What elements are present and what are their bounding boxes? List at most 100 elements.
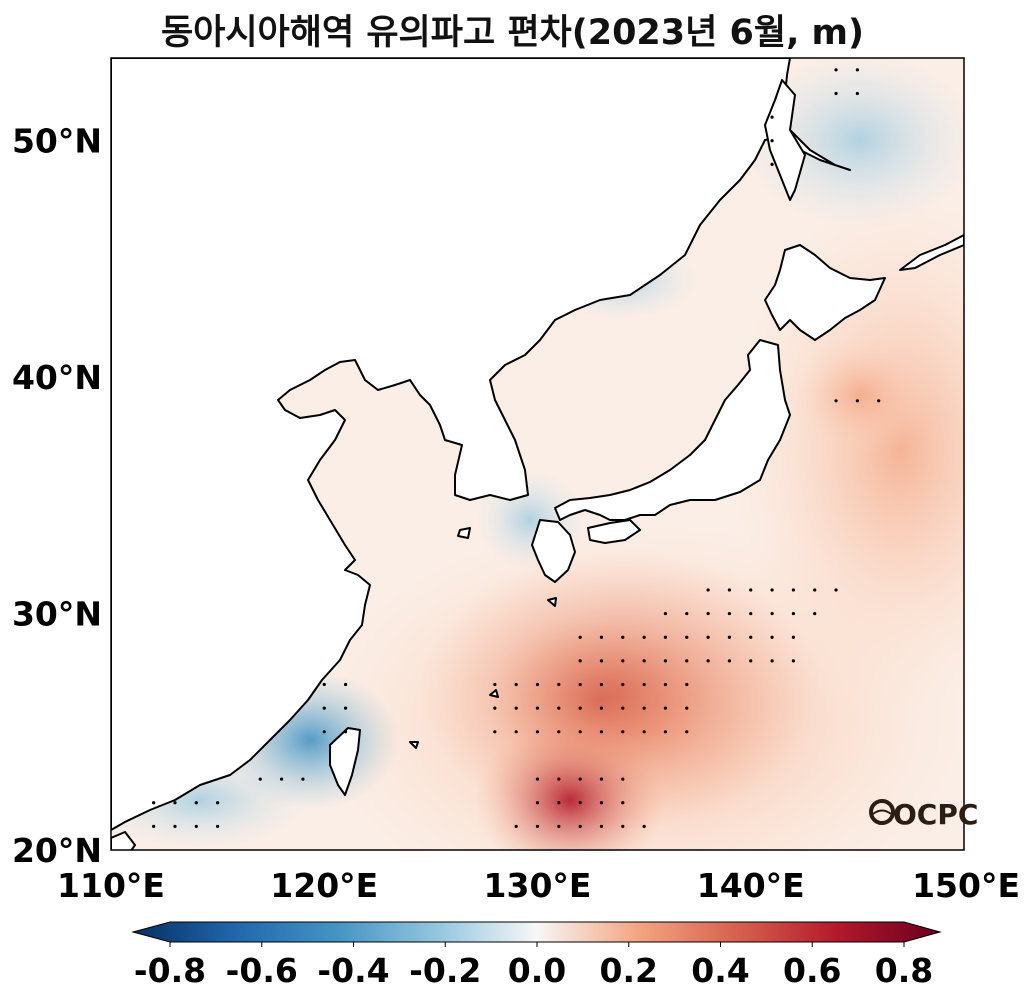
significance-dot xyxy=(855,68,859,72)
colorbar-tick-label: -0.2 xyxy=(409,951,481,990)
x-axis-ticks: 110°E 120°E 130°E 140°E 150°E xyxy=(57,866,1020,905)
significance-dot xyxy=(557,801,561,805)
significance-dot xyxy=(834,68,838,72)
significance-dot xyxy=(557,706,561,710)
significance-dot xyxy=(599,706,604,710)
significance-dot xyxy=(749,659,753,663)
significance-dot xyxy=(599,635,604,639)
significance-dot xyxy=(578,682,582,687)
significance-dot xyxy=(173,824,177,828)
significance-dot xyxy=(578,730,582,734)
significance-dot xyxy=(578,706,582,710)
significance-dot xyxy=(493,730,497,734)
colorbar-tick-label: -0.4 xyxy=(317,951,389,990)
significance-dot xyxy=(791,659,796,663)
colorbar-tick-label: 0.4 xyxy=(691,951,749,990)
significance-dot xyxy=(599,730,604,734)
significance-dot xyxy=(663,730,668,734)
significance-dot xyxy=(535,730,540,734)
significance-dot xyxy=(706,659,710,663)
y-tick-label: 40°N xyxy=(12,358,102,397)
map-title: 동아시아해역 유의파고 편차(2023년 6월, m) xyxy=(160,13,865,53)
significance-dot xyxy=(685,706,689,710)
significance-dot xyxy=(642,706,646,710)
significance-dot xyxy=(855,91,859,96)
significance-dot xyxy=(535,682,540,687)
significance-dot xyxy=(322,730,326,734)
significance-dot xyxy=(727,588,732,592)
significance-dot xyxy=(599,682,604,687)
significance-dot xyxy=(514,706,518,710)
significance-dot xyxy=(514,682,518,687)
significance-dot xyxy=(621,635,625,639)
significance-dot xyxy=(216,824,220,828)
significance-dot xyxy=(749,635,753,639)
significance-dot xyxy=(685,659,689,663)
significance-dot xyxy=(599,659,604,663)
significance-dot xyxy=(258,777,262,781)
significance-dot xyxy=(770,139,774,143)
significance-dot xyxy=(791,611,796,616)
x-tick-label: 130°E xyxy=(484,866,592,905)
significance-dot xyxy=(578,777,582,781)
significance-dot xyxy=(621,659,625,663)
y-tick-label: 50°N xyxy=(12,122,102,161)
significance-dot xyxy=(152,824,156,828)
significance-dot xyxy=(599,824,604,828)
significance-dot xyxy=(621,824,625,828)
map-frame xyxy=(110,57,965,851)
colorbar-tick-label: 0.8 xyxy=(875,951,933,990)
significance-dot xyxy=(770,635,774,639)
significance-dot xyxy=(663,659,668,663)
coastline xyxy=(111,58,964,850)
significance-dot xyxy=(706,611,710,616)
colorbar-bar xyxy=(131,921,942,943)
colorbar-tick-label: 0.6 xyxy=(783,951,841,990)
significance-dot xyxy=(322,706,326,710)
significance-dot xyxy=(727,659,732,663)
significance-dot xyxy=(343,730,348,734)
colorbar-tick-label: 0.2 xyxy=(600,951,658,990)
significance-dot xyxy=(493,706,497,710)
significance-dot xyxy=(599,801,604,805)
significance-dot xyxy=(770,611,774,616)
significance-dot xyxy=(343,706,348,710)
significance-dot xyxy=(535,801,540,805)
y-tick-label: 30°N xyxy=(12,595,102,634)
significance-dot xyxy=(194,801,198,805)
colorbar: -0.8 -0.6 -0.4 -0.2 0.0 0.2 0.4 0.6 0.8 xyxy=(131,921,942,990)
significance-dot xyxy=(663,682,668,687)
significance-dot xyxy=(791,635,796,639)
significance-dot xyxy=(685,730,689,734)
colorbar-tick-label: 0.0 xyxy=(508,951,566,990)
significance-dot xyxy=(791,588,796,592)
significance-dot xyxy=(621,682,625,687)
significance-dot xyxy=(813,611,817,616)
significance-dot xyxy=(685,611,689,616)
ocpc-logo-text: OCPC xyxy=(893,798,978,831)
significance-dot xyxy=(770,659,774,663)
significance-dot xyxy=(749,588,753,592)
significance-dot xyxy=(642,682,646,687)
significance-dot xyxy=(770,588,774,592)
significance-dot xyxy=(770,115,774,119)
significance-dot xyxy=(642,824,646,828)
significance-dot xyxy=(557,777,561,781)
significance-dot xyxy=(685,682,689,687)
significance-dot xyxy=(216,801,220,805)
colorbar-tick-label: -0.6 xyxy=(226,951,298,990)
significance-dot xyxy=(578,824,582,828)
significance-dot xyxy=(301,777,305,781)
significance-dot xyxy=(621,706,625,710)
y-tick-label: 20°N xyxy=(12,831,102,870)
significance-dot xyxy=(727,611,732,616)
significance-dot xyxy=(343,682,348,687)
significance-dot xyxy=(557,682,561,687)
ocpc-logo: OCPC xyxy=(869,798,978,831)
x-tick-label: 150°E xyxy=(912,866,1020,905)
x-tick-label: 120°E xyxy=(270,866,378,905)
significance-dot xyxy=(663,611,668,616)
significance-dot xyxy=(706,635,710,639)
significance-dot xyxy=(663,706,668,710)
